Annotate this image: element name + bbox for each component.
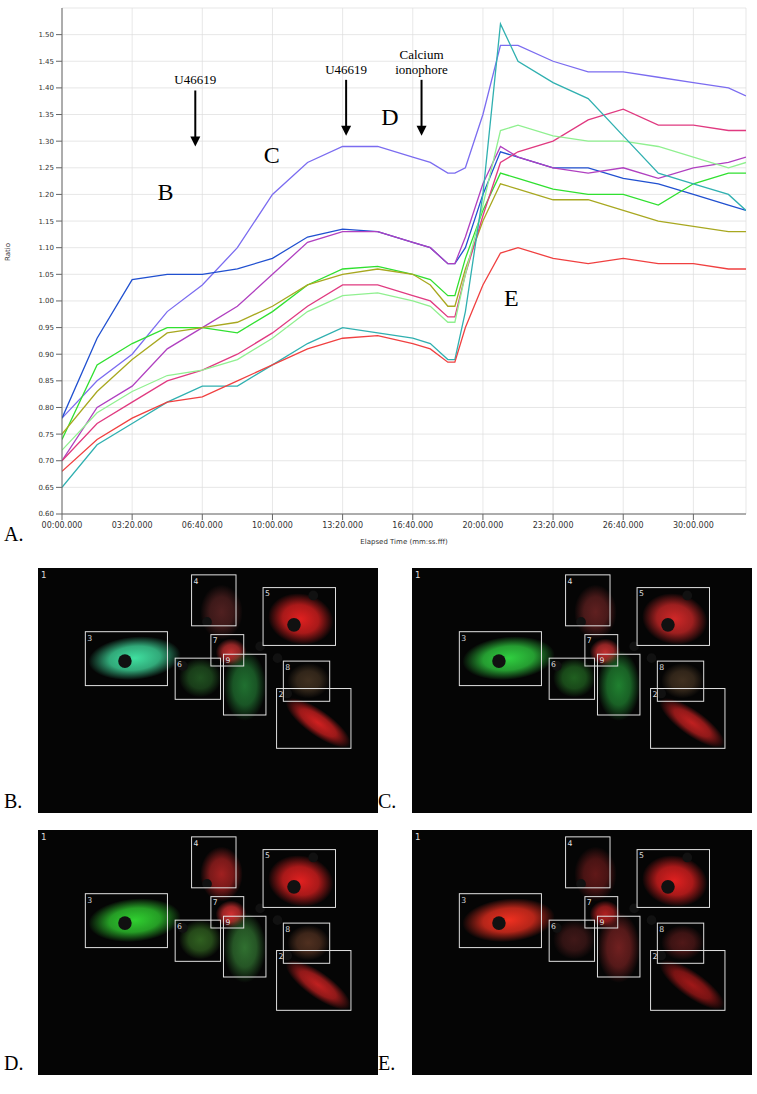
svg-text:5: 5 [639, 851, 644, 860]
svg-text:C: C [264, 142, 280, 168]
svg-text:4: 4 [194, 577, 199, 586]
svg-text:00:00.000: 00:00.000 [42, 521, 83, 530]
svg-text:10:00.000: 10:00.000 [252, 521, 293, 530]
svg-text:1: 1 [41, 832, 47, 842]
svg-text:1.25: 1.25 [38, 164, 54, 172]
svg-text:13:20.000: 13:20.000 [322, 521, 363, 530]
html-text:E.: E. [378, 1052, 396, 1074]
svg-text:1: 1 [415, 570, 421, 580]
svg-text:6: 6 [551, 660, 556, 669]
svg-text:0.70: 0.70 [38, 457, 54, 465]
svg-text:1.50: 1.50 [38, 31, 54, 39]
svg-text:1.05: 1.05 [38, 271, 54, 279]
svg-text:2: 2 [279, 952, 284, 961]
svg-text:30:00.000: 30:00.000 [673, 521, 714, 530]
svg-text:6: 6 [551, 922, 556, 931]
svg-text:4: 4 [194, 839, 199, 848]
svg-text:1.15: 1.15 [38, 218, 54, 226]
svg-text:E: E [504, 285, 519, 311]
svg-text:1.45: 1.45 [38, 58, 54, 66]
html-text:D.: D. [4, 1052, 24, 1074]
svg-text:5: 5 [639, 589, 644, 598]
svg-text:1.40: 1.40 [38, 84, 54, 92]
svg-text:0.85: 0.85 [38, 377, 54, 385]
svg-text:6: 6 [177, 922, 182, 931]
svg-text:1.20: 1.20 [38, 191, 54, 199]
svg-text:16:40.000: 16:40.000 [392, 521, 433, 530]
svg-text:4: 4 [568, 577, 573, 586]
svg-text:0.95: 0.95 [38, 324, 54, 332]
svg-text:1.10: 1.10 [38, 244, 54, 252]
svg-text:3: 3 [87, 895, 92, 904]
svg-text:1: 1 [415, 832, 421, 842]
svg-text:06:40.000: 06:40.000 [182, 521, 223, 530]
html-text:A.: A. [4, 523, 24, 545]
svg-text:5: 5 [265, 589, 270, 598]
svg-text:8: 8 [659, 663, 664, 672]
svg-text:9: 9 [225, 918, 230, 927]
svg-text:2: 2 [279, 690, 284, 699]
svg-text:D: D [381, 104, 398, 130]
svg-text:23:20.000: 23:20.000 [533, 521, 574, 530]
svg-text:7: 7 [587, 636, 592, 645]
svg-text:9: 9 [225, 656, 230, 665]
svg-text:0.90: 0.90 [38, 351, 54, 359]
svg-text:1.30: 1.30 [38, 138, 54, 146]
svg-text:3: 3 [461, 633, 466, 642]
svg-text:9: 9 [599, 918, 604, 927]
svg-text:3: 3 [87, 633, 92, 642]
svg-text:7: 7 [213, 636, 218, 645]
svg-text:20:00.000: 20:00.000 [462, 521, 503, 530]
html-text:C.: C. [378, 790, 397, 812]
html-text:B.: B. [4, 790, 23, 812]
svg-text:4: 4 [568, 839, 573, 848]
svg-text:8: 8 [659, 925, 664, 934]
svg-text:1.00: 1.00 [38, 297, 54, 305]
svg-text:Elapsed Time (mm:ss.fff): Elapsed Time (mm:ss.fff) [360, 538, 448, 546]
svg-text:0.80: 0.80 [38, 404, 54, 412]
svg-text:7: 7 [213, 898, 218, 907]
svg-text:6: 6 [177, 660, 182, 669]
svg-text:0.65: 0.65 [38, 484, 54, 492]
svg-text:2: 2 [653, 690, 658, 699]
svg-text:9: 9 [599, 656, 604, 665]
svg-text:0.60: 0.60 [38, 510, 54, 518]
svg-text:1: 1 [41, 570, 47, 580]
svg-text:Ratio: Ratio [4, 243, 12, 261]
svg-text:2: 2 [653, 952, 658, 961]
svg-text:Calciumionophore: Calciumionophore [395, 47, 448, 77]
svg-text:U46619: U46619 [174, 72, 216, 87]
svg-text:03:20.000: 03:20.000 [112, 521, 153, 530]
svg-text:8: 8 [285, 663, 290, 672]
svg-text:0.75: 0.75 [38, 431, 54, 439]
svg-text:1.35: 1.35 [38, 111, 54, 119]
svg-text:3: 3 [461, 895, 466, 904]
svg-text:U46619: U46619 [325, 62, 367, 77]
svg-text:7: 7 [587, 898, 592, 907]
svg-text:B: B [157, 179, 173, 205]
svg-text:8: 8 [285, 925, 290, 934]
svg-text:5: 5 [265, 851, 270, 860]
svg-text:26:40.000: 26:40.000 [603, 521, 644, 530]
